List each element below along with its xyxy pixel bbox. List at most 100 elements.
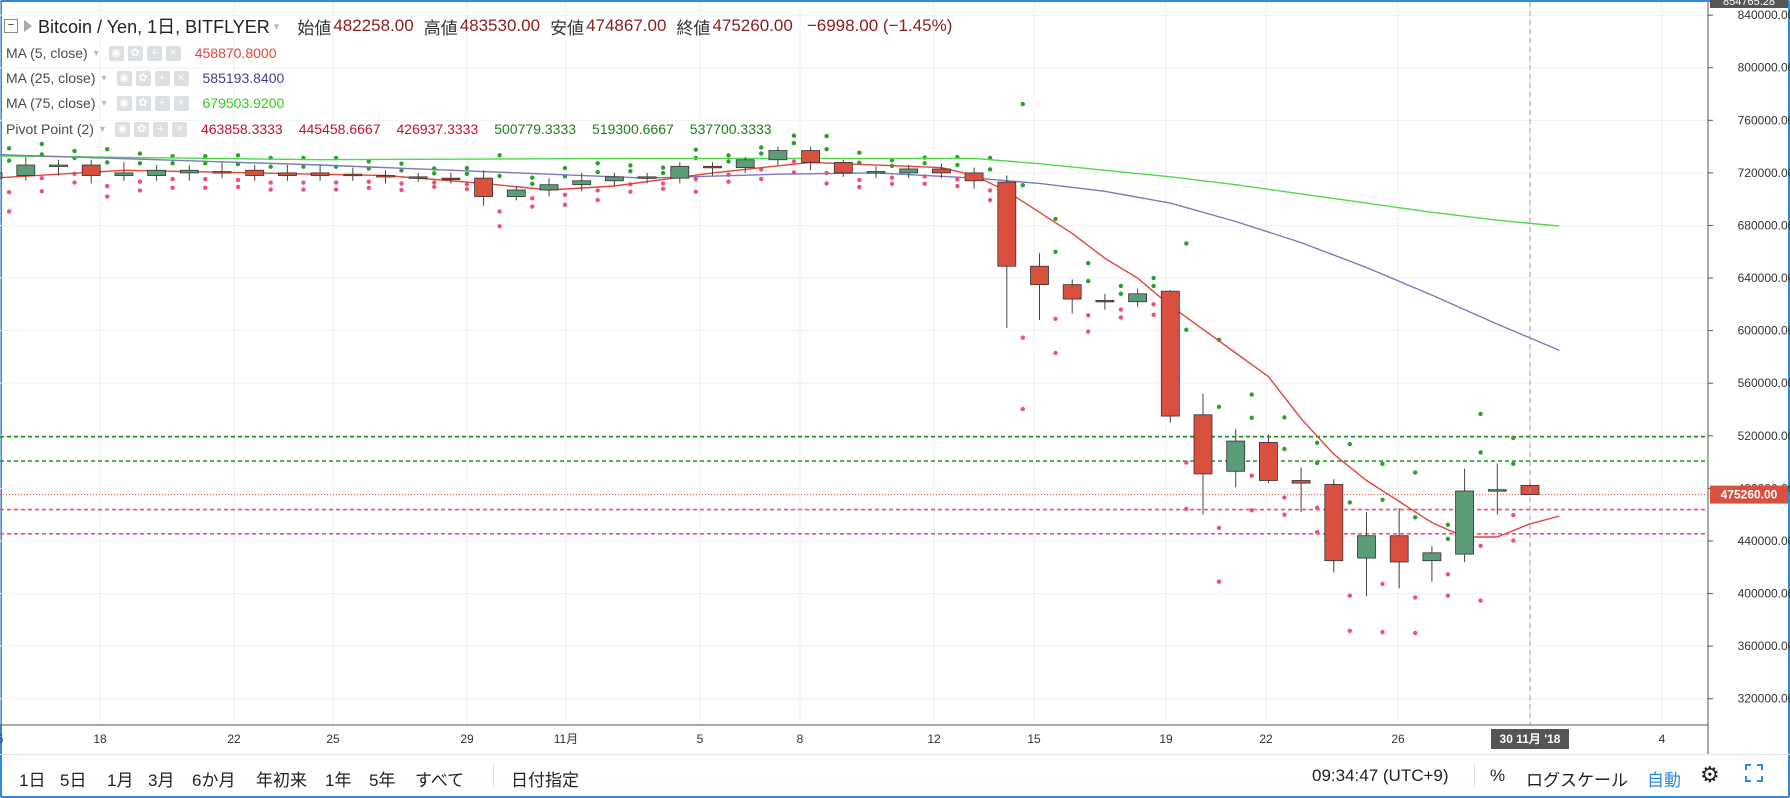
price-tick-label: 840000.00	[1738, 8, 1790, 22]
candle-body[interactable]	[245, 169, 265, 176]
candle-body[interactable]	[408, 176, 428, 179]
pivot-dot	[497, 173, 502, 179]
gear-icon[interactable]: ✿	[135, 95, 151, 111]
candle-body[interactable]	[506, 189, 526, 197]
candle-body[interactable]	[49, 164, 68, 167]
candle-body[interactable]	[735, 159, 755, 169]
candle-body[interactable]	[1128, 293, 1147, 303]
timeframe-button[interactable]: 1日	[19, 771, 46, 790]
candle-body[interactable]	[310, 172, 330, 176]
settings-gear-icon[interactable]: ⚙	[1700, 762, 1720, 787]
candle-body[interactable]	[1324, 484, 1344, 562]
candle-body[interactable]	[703, 165, 722, 169]
indicator-caret-icon[interactable]: ▾	[93, 47, 99, 59]
collapse-icon[interactable]: −	[4, 19, 18, 33]
candle-body[interactable]	[572, 180, 592, 186]
flag-icon[interactable]	[24, 20, 32, 32]
candle-body[interactable]	[1062, 284, 1082, 300]
candle-body[interactable]	[474, 177, 494, 197]
candle-body[interactable]	[1193, 414, 1213, 475]
time-tick-label: 29	[460, 732, 474, 746]
candle-body[interactable]	[1389, 535, 1409, 563]
timeframe-button[interactable]: すべて	[415, 771, 465, 790]
close-icon[interactable]: ×	[173, 95, 189, 111]
candle-body[interactable]	[441, 177, 461, 181]
indicator-caret-icon[interactable]: ▾	[101, 97, 107, 109]
indicator-legend-row[interactable]: MA (75, close) ▾ ◉ ✿ + × 679503.9200	[6, 92, 290, 114]
close-icon[interactable]: ×	[165, 45, 181, 61]
auto-scale-toggle[interactable]: 自動	[1647, 771, 1681, 790]
candle-body[interactable]	[932, 168, 951, 174]
indicator-name[interactable]: MA (25, close)	[6, 70, 96, 86]
indicator-legend-row[interactable]: MA (5, close) ▾ ◉ ✿ + × 458870.8000	[6, 42, 283, 64]
plus-icon[interactable]: +	[154, 70, 170, 86]
candle-body[interactable]	[1291, 480, 1311, 484]
candle-body[interactable]	[179, 169, 199, 174]
gear-icon[interactable]: ✿	[127, 45, 143, 61]
indicator-legend-row[interactable]: MA (25, close) ▾ ◉ ✿ + × 585193.8400	[6, 67, 290, 89]
timeframe-button[interactable]: 1月	[107, 771, 134, 790]
candle-body[interactable]	[801, 150, 820, 163]
candle-body[interactable]	[376, 175, 395, 178]
candle-body[interactable]	[1357, 535, 1376, 559]
timeframe-button[interactable]: 1年	[325, 771, 352, 790]
candle-body[interactable]	[768, 150, 788, 161]
close-icon[interactable]: ×	[171, 121, 187, 137]
candle-body[interactable]	[16, 164, 36, 176]
plus-icon[interactable]: +	[146, 45, 162, 61]
candle-body[interactable]	[1487, 489, 1507, 492]
goto-date-button[interactable]: 日付指定	[511, 771, 579, 790]
candle-body[interactable]	[1226, 440, 1246, 472]
indicator-name[interactable]: MA (5, close)	[6, 45, 88, 61]
candle-body[interactable]	[833, 161, 853, 174]
candle-body[interactable]	[1160, 290, 1180, 417]
candle-body[interactable]	[1259, 441, 1278, 481]
candle-body[interactable]	[637, 176, 657, 179]
pivot-dot	[1184, 327, 1189, 332]
candle-body[interactable]	[964, 172, 984, 182]
candle-body[interactable]	[212, 171, 232, 174]
candle-body[interactable]	[0, 172, 3, 179]
timeframe-button[interactable]: 5日	[60, 771, 87, 790]
log-scale-toggle[interactable]: ログスケール	[1526, 771, 1628, 790]
percent-toggle[interactable]: %	[1490, 766, 1506, 785]
candle-body[interactable]	[81, 164, 101, 176]
candle-body[interactable]	[899, 168, 919, 174]
close-icon[interactable]: ×	[173, 70, 189, 86]
candle-body[interactable]	[1030, 265, 1049, 286]
gear-icon[interactable]: ✿	[135, 70, 151, 86]
candle-body[interactable]	[997, 181, 1017, 267]
clock[interactable]: 09:34:47 (UTC+9)	[1312, 766, 1449, 785]
eye-icon[interactable]: ◉	[114, 121, 130, 137]
candle-body[interactable]	[147, 169, 167, 176]
indicator-name[interactable]: MA (75, close)	[6, 95, 96, 111]
eye-icon[interactable]: ◉	[116, 95, 132, 111]
indicator-legend-row[interactable]: Pivot Point (2) ▾ ◉ ✿ + × 463858.3333 445458.66…	[6, 118, 778, 140]
candle-body[interactable]	[670, 165, 690, 179]
candle-body[interactable]	[1422, 552, 1442, 562]
candle-body[interactable]	[866, 171, 886, 174]
timeframe-button[interactable]: 3月	[148, 771, 175, 790]
plus-icon[interactable]: +	[154, 95, 170, 111]
candle-body[interactable]	[539, 184, 559, 191]
candle-body[interactable]	[1095, 300, 1115, 303]
plus-icon[interactable]: +	[152, 121, 168, 137]
candle-body[interactable]	[343, 173, 363, 177]
symbol-caret-icon[interactable]: ▾	[273, 20, 280, 33]
timeframe-button[interactable]: 6か月	[192, 771, 236, 790]
timeframe-button[interactable]: 5年	[369, 771, 396, 790]
candle-body[interactable]	[605, 176, 624, 182]
candle-body[interactable]	[114, 172, 134, 176]
indicator-name[interactable]: Pivot Point (2)	[6, 121, 94, 137]
timeframe-button[interactable]: 年初来	[256, 771, 307, 790]
candle-body[interactable]	[1455, 490, 1474, 555]
gear-icon[interactable]: ✿	[133, 121, 149, 137]
eye-icon[interactable]: ◉	[108, 45, 124, 61]
symbol-title[interactable]: Bitcoin / Yen, 1日, BITFLYER	[38, 17, 270, 37]
eye-icon[interactable]: ◉	[116, 70, 132, 86]
fullscreen-icon[interactable]	[1745, 764, 1763, 782]
indicator-caret-icon[interactable]: ▾	[101, 72, 107, 84]
indicator-caret-icon[interactable]: ▾	[99, 123, 105, 135]
candle-body[interactable]	[277, 172, 297, 176]
